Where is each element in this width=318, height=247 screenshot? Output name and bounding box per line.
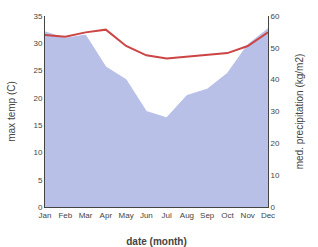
svg-text:date (month): date (month) <box>126 236 187 247</box>
svg-text:50: 50 <box>271 44 280 53</box>
svg-text:med. precipitation (kg/m2): med. precipitation (kg/m2) <box>294 54 305 170</box>
svg-text:max temp (C): max temp (C) <box>6 81 17 142</box>
svg-text:15: 15 <box>33 121 42 130</box>
svg-text:30: 30 <box>271 107 280 116</box>
svg-text:60: 60 <box>271 12 280 21</box>
svg-text:40: 40 <box>271 75 280 84</box>
svg-text:0: 0 <box>271 203 276 212</box>
svg-text:Jan: Jan <box>39 211 52 220</box>
svg-text:Sep: Sep <box>200 211 215 220</box>
svg-text:Dec: Dec <box>261 211 275 220</box>
svg-text:Jun: Jun <box>140 211 153 220</box>
svg-text:Nov: Nov <box>241 211 255 220</box>
svg-text:Oct: Oct <box>221 211 234 220</box>
svg-text:May: May <box>119 211 134 220</box>
svg-text:5: 5 <box>38 176 43 185</box>
svg-text:35: 35 <box>33 12 42 21</box>
svg-text:10: 10 <box>33 148 42 157</box>
svg-text:Mar: Mar <box>79 211 93 220</box>
svg-text:25: 25 <box>33 66 42 75</box>
svg-text:10: 10 <box>271 171 280 180</box>
svg-text:30: 30 <box>33 39 42 48</box>
svg-text:Apr: Apr <box>100 211 113 220</box>
svg-text:20: 20 <box>271 139 280 148</box>
svg-text:Jul: Jul <box>162 211 172 220</box>
svg-text:Aug: Aug <box>180 211 194 220</box>
svg-text:20: 20 <box>33 94 42 103</box>
svg-text:0: 0 <box>38 203 43 212</box>
svg-text:Feb: Feb <box>58 211 72 220</box>
